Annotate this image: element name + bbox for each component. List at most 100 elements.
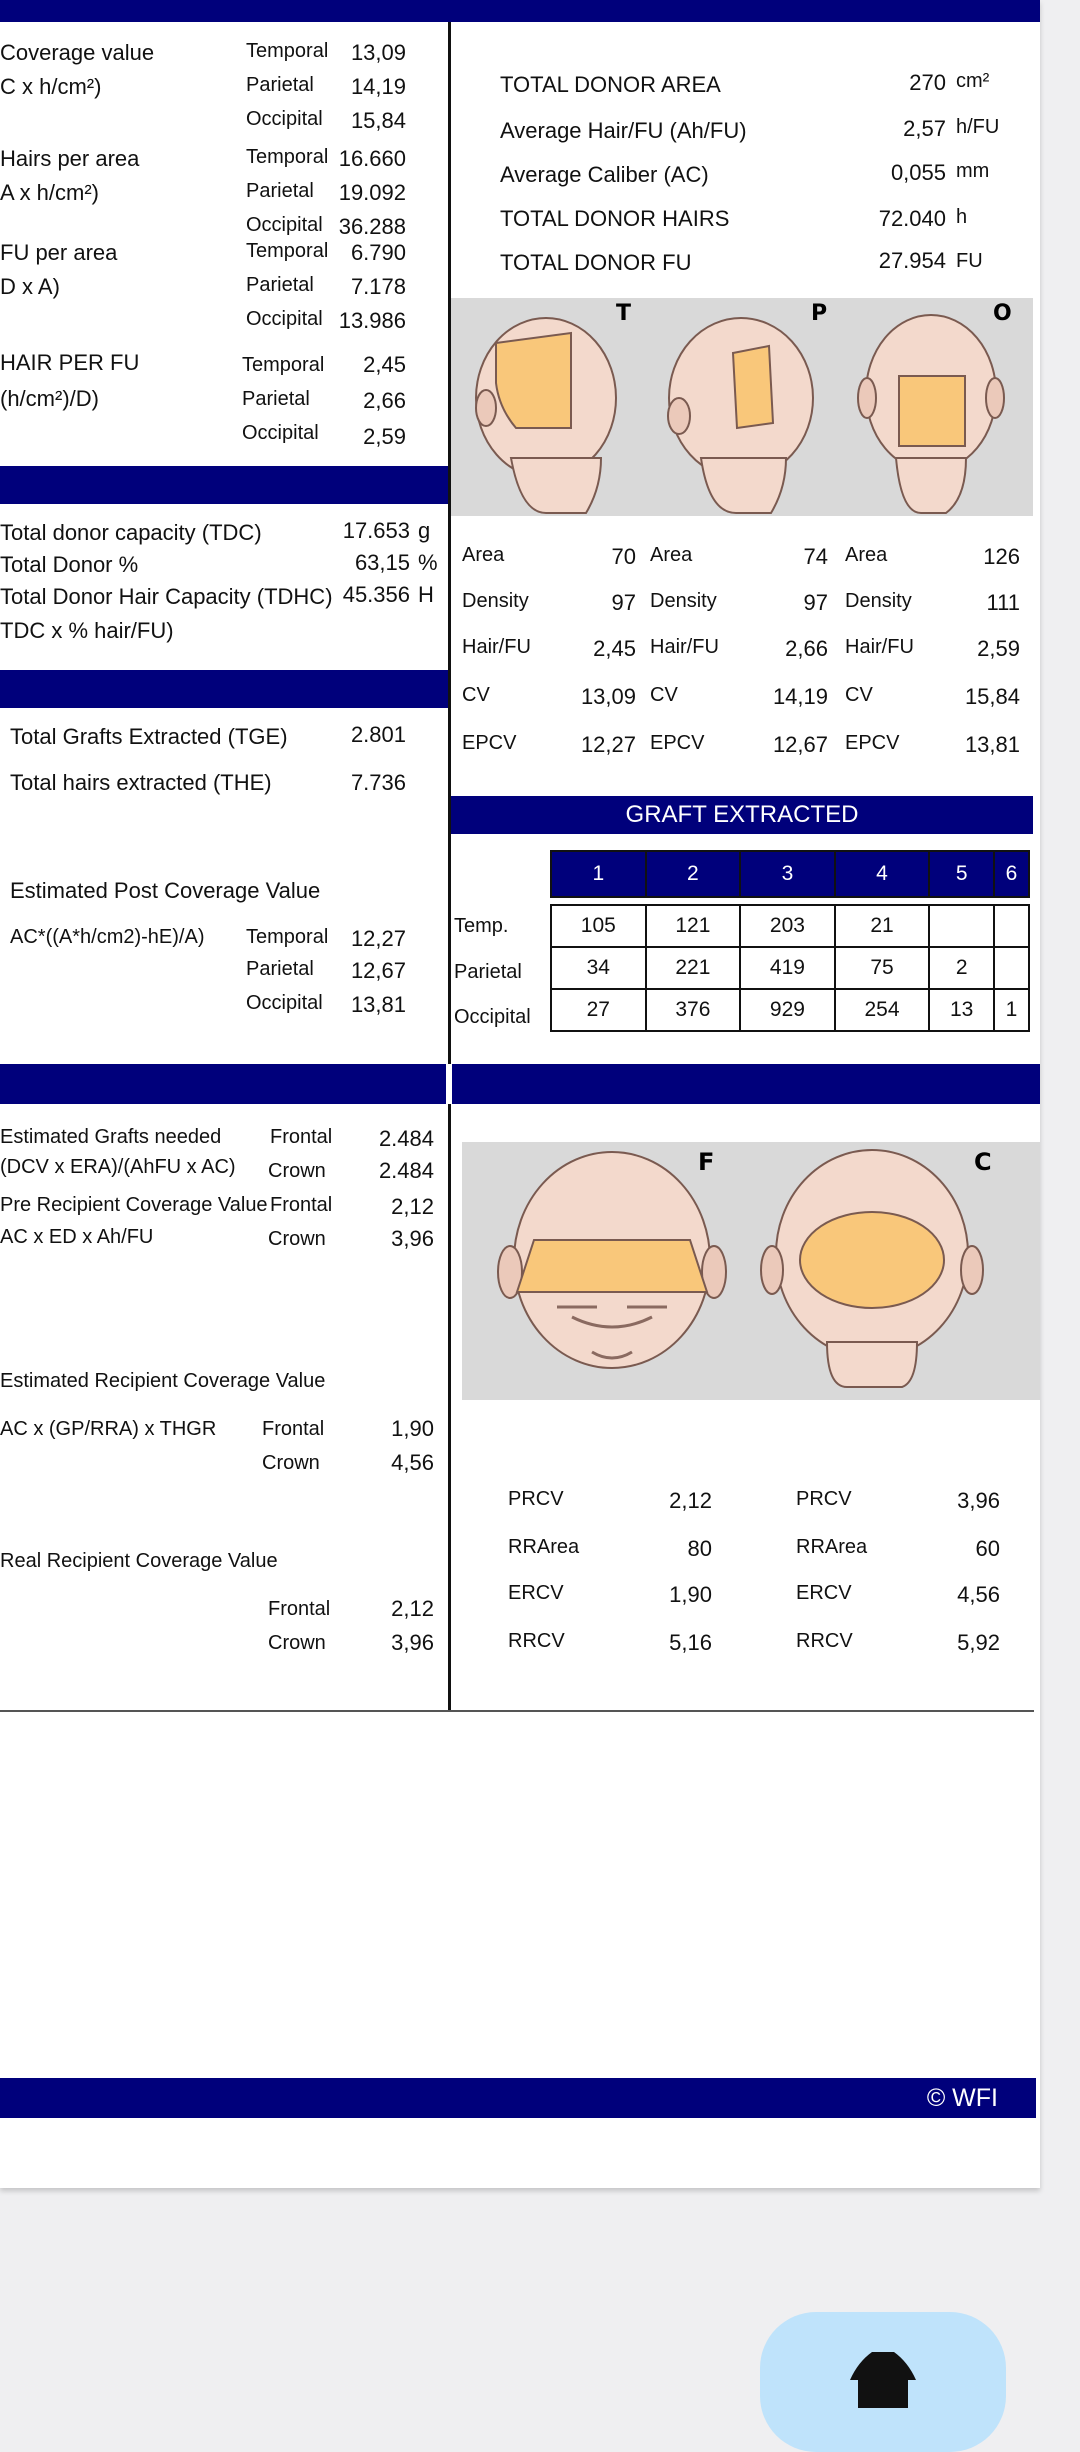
coverage-occipital-value: 15,84 [350,108,406,133]
top-band [0,0,1040,22]
donor-heads-illustration: T P O [475,301,1012,514]
parietal-stat-value: 12,67 [772,732,828,757]
fu-area-subtitle: D x A) [0,274,60,299]
graft-cell: 75 [833,946,931,990]
graft-col-1: 1 [550,850,647,898]
graft-row-label-occipital: Occipital [454,1006,531,1028]
graft-cell: 21 [833,904,931,948]
occipital-stat-label: EPCV [845,732,900,754]
graft-col-4: 4 [833,850,931,898]
erc-formula: AC x (GP/RRA) x THGR [0,1418,217,1440]
frontal-recipient-value: 2,12 [669,1488,712,1513]
occipital-stat-label: Density [845,590,912,612]
parietal-stat-label: Density [650,590,717,612]
parietal-stat-value: 97 [803,590,828,615]
hpfu-occipital-value: 2,59 [363,424,406,449]
crown-recipient-label: RRCV [796,1630,853,1652]
parietal-stat-value: 14,19 [772,684,828,709]
tdhc-label: Total Donor Hair Capacity (TDHC) [0,584,333,609]
floating-action-button[interactable] [760,2312,1006,2452]
coverage-parietal-label: Parietal [246,74,314,96]
crown-recipient-value: 60 [975,1536,1000,1561]
occipital-stat-label: Hair/FU [845,636,914,658]
hairs-parietal-label: Parietal [246,180,314,202]
occipital-stat-value: 111 [986,590,1020,615]
parietal-stat-label: Area [650,544,693,566]
occipital-head-letter: O [993,301,1012,326]
graft-cell: 13 [928,988,996,1032]
post-parietal-label: Parietal [246,958,314,980]
post-parietal-value: 12,67 [350,958,406,983]
graft-cell [993,946,1030,990]
bottom-rule [0,1710,1034,1712]
frontal-head: F [497,1148,727,1369]
frontal-recipient-label: RRArea [508,1536,580,1558]
hpfu-parietal-value: 2,66 [363,388,406,413]
graft-row-label-parietal: Parietal [454,961,522,983]
frontal-recipient-value: 5,16 [669,1630,712,1655]
total-donor-pct-label: Total Donor % [0,552,139,577]
hpfu-temporal-value: 2,45 [363,352,406,377]
hairs-temporal-value: 16.660 [338,146,406,171]
hpfu-temporal-label: Temporal [242,354,325,376]
post-temporal-value: 12,27 [350,926,406,951]
total-donor-fu-value: 27.954 [878,248,946,273]
coverage-subtitle: C x h/cm²) [0,74,102,99]
post-coverage-title: Estimated Post Coverage Value [10,878,321,903]
parietal-head: P [667,301,827,514]
section-band-left-1 [0,466,448,504]
erc-title: Estimated Recipient Coverage Value [0,1370,326,1392]
grafts-needed-crown-value: 2.484 [378,1158,434,1183]
copyright-text: © WFI [926,2084,998,2112]
tdc-label: Total donor capacity (TDC) [0,520,262,545]
avg-hair-fu-value: 2,57 [903,116,946,141]
tdhc-value: 45.356 [342,582,410,607]
section-band-full [0,1064,1040,1104]
graft-extracted-title: GRAFT EXTRACTED [625,801,859,828]
crown-recipient-label: ERCV [796,1582,852,1604]
graft-col-5: 5 [928,850,996,898]
frontal-recipient-label: RRCV [508,1630,565,1652]
fu-occipital-value: 13.986 [338,308,406,333]
pre-coverage-title: Pre Recipient Coverage Value [0,1194,268,1216]
post-coverage-formula: AC*((A*h/cm2)-hE)/A) [10,926,205,948]
parietal-stat-label: CV [650,684,678,706]
crown-recipient-value: 3,96 [957,1488,1000,1513]
tdhc-unit: H [418,582,434,607]
recipient-heads-panel: F C [462,1142,1040,1400]
occipital-stat-label: CV [845,684,873,706]
crown-head: C [760,1148,992,1388]
pre-frontal-label: Frontal [270,1194,333,1216]
frontal-head-letter: F [698,1148,714,1176]
the-value: 7.736 [350,770,406,795]
graft-cell: 419 [739,946,836,990]
total-donor-area-label: TOTAL DONOR AREA [500,72,721,97]
pre-frontal-value: 2,12 [391,1194,434,1219]
parietal-stat-label: EPCV [650,732,705,754]
avg-caliber-label: Average Caliber (AC) [500,162,709,187]
graft-cell: 929 [739,988,836,1032]
crown-recipient-value: 5,92 [957,1630,1000,1655]
graft-cell: 254 [833,988,931,1032]
real-crown-label: Crown [268,1632,326,1654]
hpfu-parietal-label: Parietal [242,388,310,410]
grafts-needed-crown-label: Crown [268,1160,326,1182]
fu-area-title: FU per area [0,240,118,265]
up-arrow-icon [850,2352,916,2408]
grafts-needed-frontal-label: Frontal [270,1126,333,1148]
graft-cell: 2 [928,946,996,990]
graft-cell [928,904,996,948]
parietal-stat-label: Hair/FU [650,636,719,658]
total-donor-area-value: 270 [909,70,946,95]
total-donor-pct-unit: % [418,550,438,575]
tge-value: 2.801 [350,722,406,747]
graft-cell: 376 [644,988,742,1032]
real-title: Real Recipient Coverage Value [0,1550,278,1572]
total-donor-pct-value: 63,15 [354,550,410,575]
graft-extracted-header: GRAFT EXTRACTED [451,796,1033,834]
hairs-parietal-value: 19.092 [338,180,406,205]
report-sheet: Coverage value C x h/cm²) Temporal 13,09… [0,0,1040,2188]
coverage-temporal-value: 13,09 [350,40,406,65]
fu-parietal-value: 7.178 [350,274,406,299]
pre-crown-value: 3,96 [391,1226,434,1251]
